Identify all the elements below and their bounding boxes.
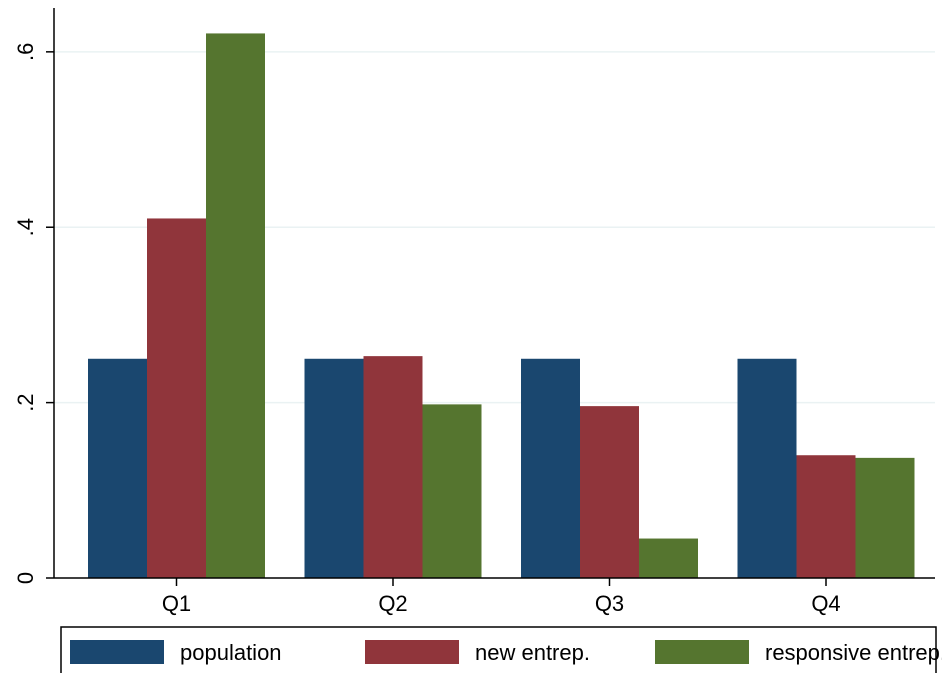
legend-label: responsive entrep. (765, 640, 942, 665)
bar-q2-series-0 (304, 358, 364, 578)
bar-q1-series-1 (147, 218, 206, 578)
y-tick-label: 0 (13, 572, 38, 584)
bar-q3-series-2 (639, 538, 698, 578)
legend-box (60, 626, 937, 673)
bar-q1-series-0 (88, 358, 147, 578)
bar-q4-series-0 (737, 358, 797, 578)
legend-label: new entrep. (475, 640, 590, 665)
y-tick-label: .4 (13, 218, 38, 236)
legend-swatch (70, 640, 164, 664)
x-ticks: Q1 Q2 Q3 Q4 (162, 578, 841, 616)
bar-q2-series-2 (422, 404, 482, 578)
x-tick-label: Q3 (595, 591, 624, 616)
bar-q3-series-0 (521, 358, 580, 578)
x-tick-label: Q4 (811, 591, 840, 616)
x-tick-label: Q1 (162, 591, 191, 616)
x-tick-label: Q2 (378, 591, 407, 616)
bar-q3-series-1 (580, 406, 639, 578)
legend-swatch (655, 640, 749, 664)
bar-q2-series-1 (363, 356, 423, 578)
bar-q4-series-2 (855, 457, 915, 578)
legend-label: population (180, 640, 282, 665)
bars (88, 33, 915, 578)
axes (53, 8, 935, 579)
y-tick-label: .2 (13, 393, 38, 411)
legend: population new entrep. responsive entrep. (60, 626, 942, 673)
legend-items: population new entrep. responsive entrep. (70, 640, 942, 665)
y-ticks: 0 .2 .4 .6 (13, 43, 54, 584)
bar-q4-series-1 (796, 455, 856, 578)
bar-q1-series-2 (206, 33, 265, 578)
legend-swatch (365, 640, 459, 664)
y-tick-label: .6 (13, 43, 38, 61)
